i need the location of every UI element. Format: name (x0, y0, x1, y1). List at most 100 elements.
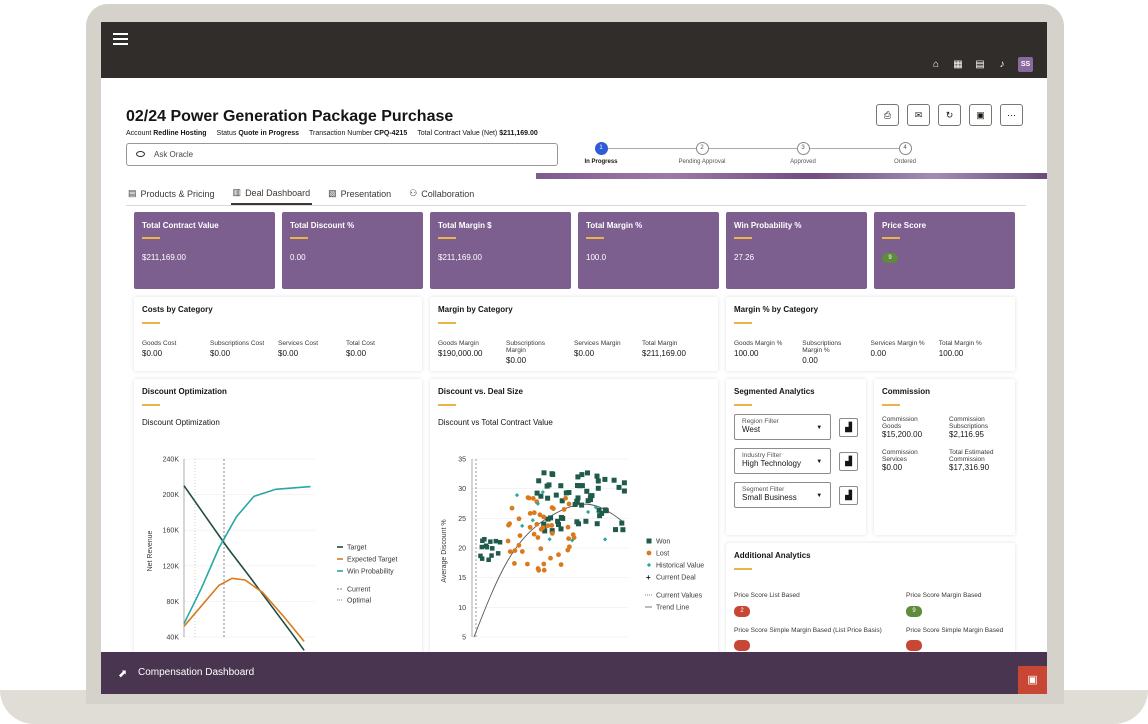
kpi-total-contract-value[interactable]: Total Contract Value $211,169.00 (134, 212, 275, 289)
won-point (489, 553, 494, 558)
tick-label: 40K (167, 635, 180, 642)
won-point (478, 553, 483, 559)
card-accent-bar (734, 568, 752, 570)
won-point (558, 483, 564, 489)
won-point (484, 544, 490, 550)
card-title: Discount vs. Deal Size (438, 387, 523, 396)
bar-chart-icon: ▥ (232, 187, 242, 197)
legend-label: Current Deal (656, 575, 696, 582)
dashboard-icon: ⬈ (118, 668, 128, 680)
lost-point (537, 512, 543, 518)
kpi-price-score[interactable]: Price Score 9 (874, 212, 1015, 289)
card-accent-bar (142, 322, 160, 324)
tab-collaboration[interactable]: ⚇ Collaboration (407, 182, 476, 205)
margin-percent-by-category-card: Margin % by Category Goods Margin % 100.0… (726, 297, 1015, 371)
lost-point (530, 496, 536, 501)
goods-margin: Goods Margin $190,000.00 (438, 340, 483, 358)
won-point (479, 556, 485, 561)
user-avatar[interactable]: SS (1018, 57, 1033, 72)
won-point (549, 528, 555, 534)
costs-by-category-card: Costs by Category Goods Cost $0.00 Subscr… (134, 297, 422, 371)
won-point (558, 526, 564, 532)
tab-deal-dashboard[interactable]: ▥ Deal Dashboard (230, 182, 313, 205)
step-number: 4 (898, 142, 912, 155)
segmented-analytics-card: Segmented Analytics Region Filter West ▼ ▟… (726, 379, 866, 535)
chart-icon[interactable]: ▟ (839, 485, 858, 505)
top-icon-group: ⌂ ▦ ▤ ♪ SS (930, 57, 1033, 72)
chart-icon[interactable]: ▟ (839, 417, 858, 437)
caret-down-icon: ▼ (816, 425, 823, 431)
tab-presentation[interactable]: ▧ Presentation (326, 182, 393, 205)
lost-point (551, 506, 556, 511)
step-in-progress[interactable]: 1 In Progress (566, 142, 636, 165)
action-toolbar: ⎙ ✉ ↻ ▣ ⋯ (876, 104, 1023, 126)
step-ordered[interactable]: 4 Ordered (870, 142, 940, 165)
card-accent-bar (734, 322, 752, 324)
historical-point (514, 492, 520, 498)
stage-decorative-strip (101, 173, 1047, 179)
lost-point (527, 524, 533, 530)
save-button[interactable]: ▣ (969, 104, 992, 126)
price-score-simple-margin-list: Price Score Simple Margin Based (List Pr… (734, 627, 906, 656)
refresh-button[interactable]: ↻ (938, 104, 961, 126)
step-approved[interactable]: 3 Approved (768, 142, 838, 165)
segment-filter-select[interactable]: Segment Filter Small Business ▼ (734, 482, 832, 508)
lost-point (516, 516, 522, 522)
grid-icon[interactable]: ▦ (953, 58, 963, 70)
kpi-accent-bar (142, 237, 160, 239)
won-point (585, 470, 590, 476)
home-icon[interactable]: ⌂ (932, 58, 940, 70)
kpi-title: Price Score (882, 221, 927, 230)
won-point (548, 515, 554, 521)
won-point (595, 478, 601, 484)
chart-icon[interactable]: ▟ (839, 451, 858, 471)
kpi-title: Total Discount % (290, 221, 355, 230)
additional-analytics-grid: Price Score List Based 2 Price Score Marg… (734, 592, 1007, 656)
legend-label: Target (347, 545, 367, 552)
legend-label: Current Values (656, 593, 703, 600)
lost-point (538, 526, 544, 532)
footer-label: Compensation Dashboard (138, 667, 255, 678)
won-point (579, 502, 585, 508)
lost-point (558, 562, 564, 567)
tab-products-pricing[interactable]: ▤ Products & Pricing (126, 182, 217, 205)
discount-vs-deal-size-chart: 35 30 25 20 15 10 5 Average Discount % Won Lost Hi… (441, 457, 704, 642)
industry-filter-select[interactable]: Industry Filter High Technology ▼ (734, 448, 832, 474)
hamburger-menu-icon[interactable] (113, 33, 128, 45)
additional-analytics-card: Additional Analytics Price Score List Ba… (726, 543, 1015, 663)
legend-swatch (646, 562, 652, 568)
document-icon: ▤ (128, 188, 137, 198)
kpi-total-margin-dollar[interactable]: Total Margin $ $211,169.00 (430, 212, 571, 289)
bell-icon[interactable]: ♪ (999, 58, 1005, 70)
lost-point (536, 567, 542, 573)
step-pending-approval[interactable]: 2 Pending Approval (667, 142, 737, 165)
ask-oracle-input[interactable]: Ask Oracle (126, 143, 558, 166)
step-number: 1 (594, 142, 608, 155)
report-icon[interactable]: ▤ (975, 58, 985, 70)
tick-label: 10 (458, 605, 466, 612)
total-margin-percent: Total Margin % 100.00 (938, 340, 982, 358)
won-point (490, 546, 495, 551)
lost-point (505, 538, 511, 544)
more-options-button[interactable]: ⋯ (1000, 104, 1023, 126)
card-title: Discount Optimization (142, 387, 227, 396)
won-point (619, 520, 625, 526)
historical-point (585, 509, 591, 515)
axis-label: Net Revenue (147, 530, 154, 571)
email-button[interactable]: ✉ (907, 104, 930, 126)
kpi-total-margin-percent[interactable]: Total Margin % 100.0 (578, 212, 719, 289)
chat-icon[interactable]: ▣ (1018, 666, 1047, 694)
kpi-win-probability[interactable]: Win Probability % 27.26 (726, 212, 867, 289)
won-point (616, 484, 622, 490)
kpi-total-discount[interactable]: Total Discount % 0.00 (282, 212, 423, 289)
card-title: Costs by Category (142, 305, 213, 314)
discount-vs-deal-size-card: Discount vs. Deal Size Discount vs Total… (430, 379, 718, 659)
compensation-dashboard-bar[interactable]: ⬈ Compensation Dashboard (101, 652, 1047, 694)
region-filter-select[interactable]: Region Filter West ▼ (734, 414, 832, 440)
won-point (558, 515, 564, 520)
won-point (559, 498, 565, 504)
won-point (534, 490, 540, 496)
price-score-list-based: Price Score List Based 2 (734, 592, 906, 617)
won-point (486, 557, 491, 562)
print-button[interactable]: ⎙ (876, 104, 899, 126)
